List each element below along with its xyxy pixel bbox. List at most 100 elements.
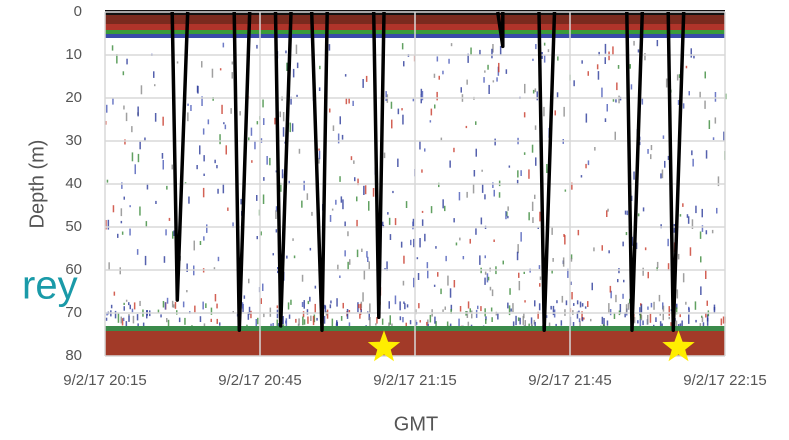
echo-speckle [524, 320, 526, 329]
echo-speckle [309, 296, 311, 302]
echo-speckle [488, 84, 490, 94]
echo-speckle [136, 249, 139, 255]
echo-speckle [382, 221, 384, 226]
echo-speckle [199, 316, 202, 322]
echo-speckle [473, 170, 476, 177]
echo-speckle [399, 316, 402, 321]
echo-speckle [649, 313, 652, 323]
echo-speckle [512, 321, 515, 330]
cast-trace [232, 11, 252, 332]
echo-speckle [339, 116, 341, 125]
echo-speckle [162, 301, 165, 308]
echo-speckle [248, 306, 251, 315]
echo-speckle [419, 238, 421, 248]
x-tick-label: 9/2/17 20:15 [63, 372, 146, 389]
echo-speckle [640, 303, 643, 313]
echo-speckle [292, 68, 295, 78]
echo-speckle [579, 301, 582, 308]
echo-speckle [123, 105, 125, 110]
echo-speckle [626, 210, 629, 216]
echo-speckle [106, 312, 108, 316]
echo-speckle [291, 123, 294, 132]
echo-speckle [561, 295, 564, 303]
echo-speckle [699, 231, 702, 239]
echo-speckle [117, 312, 120, 323]
cast-trace [273, 11, 293, 328]
echo-speckle [497, 312, 499, 320]
echo-speckle [348, 98, 350, 104]
echo-speckle [339, 176, 341, 182]
echo-speckle [254, 141, 256, 150]
echo-speckle [606, 320, 609, 326]
echo-speckle [364, 185, 367, 195]
echo-speckle [401, 43, 404, 50]
echo-speckle [625, 304, 628, 314]
echo-speckle [629, 64, 631, 69]
echo-speckle [381, 318, 384, 325]
echo-speckle [535, 44, 537, 50]
echo-speckle [453, 280, 456, 288]
echo-speckle [166, 185, 168, 190]
echo-speckle [324, 305, 327, 313]
echo-speckle [318, 87, 321, 91]
echo-speckle [182, 301, 185, 308]
echo-speckle [260, 298, 262, 304]
echo-speckle [496, 77, 498, 82]
echo-speckle [564, 189, 567, 192]
echo-speckle [687, 216, 690, 224]
echo-speckle [298, 148, 301, 154]
echo-speckle [530, 317, 533, 325]
echo-speckle [122, 317, 125, 321]
echo-speckle [397, 158, 399, 167]
echo-speckle [523, 271, 525, 274]
echo-speckle [438, 75, 440, 80]
echo-speckle [594, 147, 596, 151]
cast-trace [371, 11, 386, 320]
echo-speckle [137, 106, 139, 117]
echo-speckle [467, 53, 469, 63]
echo-speckle [154, 84, 156, 87]
echo-speckle [677, 100, 680, 105]
echo-speckle [354, 177, 356, 182]
echo-speckle [203, 155, 205, 162]
echo-speckle [347, 261, 349, 270]
echo-speckle [581, 311, 583, 321]
echo-speckle [459, 306, 462, 312]
echo-speckle [668, 306, 670, 316]
echo-speckle [146, 310, 148, 319]
echo-speckle [266, 156, 268, 165]
echo-speckle [314, 285, 317, 289]
echo-speckle [263, 118, 265, 125]
echo-speckle [128, 302, 130, 306]
echo-speckle [419, 141, 421, 150]
echo-speckle [487, 276, 490, 281]
echo-speckle [246, 324, 248, 327]
echo-speckle [296, 62, 299, 69]
echo-speckle [692, 158, 694, 167]
echo-speckle [469, 308, 471, 314]
echo-speckle [202, 301, 204, 310]
echo-speckle [455, 242, 458, 246]
echo-speckle [358, 304, 360, 309]
echo-speckle [563, 234, 565, 237]
echo-speckle [480, 217, 483, 225]
echo-speckle [247, 312, 250, 320]
echo-speckle [111, 45, 114, 51]
echo-speckle [426, 262, 429, 269]
echo-speckle [448, 58, 450, 64]
echo-speckle [534, 88, 537, 93]
echo-speckle [641, 98, 644, 105]
echo-speckle [336, 321, 338, 326]
echo-speckle [329, 108, 331, 113]
echo-speckle [517, 244, 519, 254]
echo-speckle [453, 147, 455, 153]
echo-speckle [129, 304, 131, 310]
echo-speckle [598, 51, 600, 56]
echo-speckle [499, 45, 502, 56]
echo-speckle [484, 255, 486, 259]
echo-speckle [276, 309, 279, 319]
echo-speckle [437, 272, 439, 277]
echo-speckle [262, 283, 264, 291]
echo-speckle [637, 320, 639, 324]
